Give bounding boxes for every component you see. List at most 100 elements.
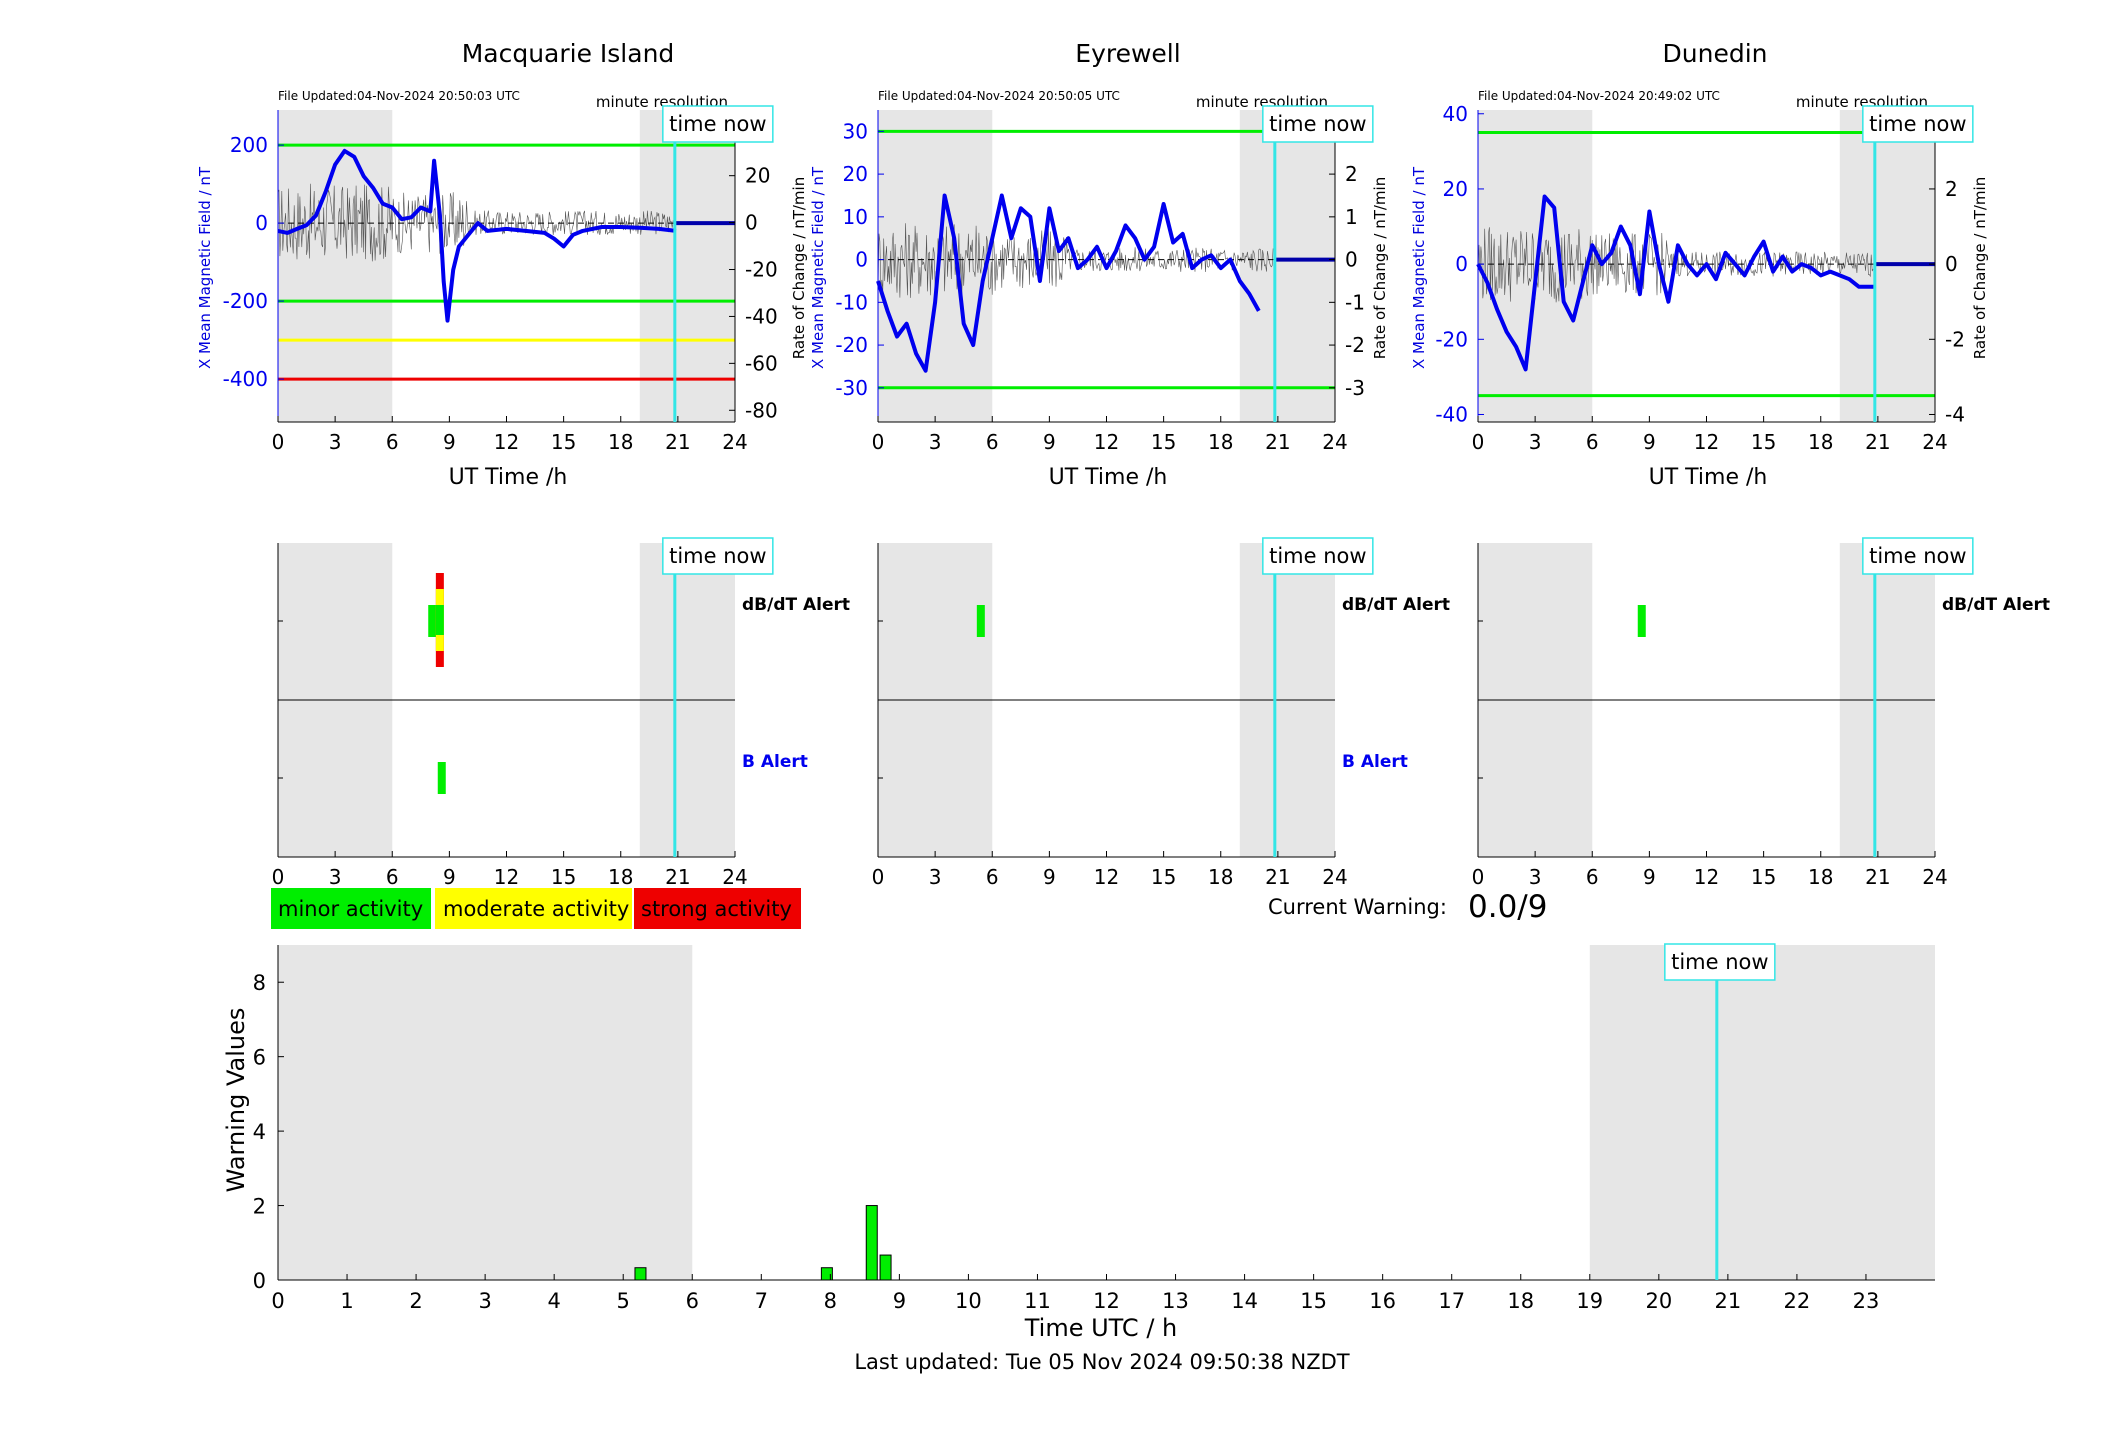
ytick-right-label-eyrewell: -1	[1345, 290, 1365, 314]
dbdt-alert-label-dunedin: dB/dT Alert	[1942, 595, 2050, 615]
xtick-label-dunedin: 9	[1643, 430, 1656, 454]
xlabel-macquarie: UT Time /h	[449, 465, 568, 490]
xtick-label-eyrewell: 15	[1151, 430, 1176, 454]
ytick-left-label-eyrewell: 30	[843, 119, 868, 143]
xtick-label-macquarie: 18	[608, 430, 633, 454]
alert-xtick-label-macquarie: 18	[608, 865, 633, 889]
warning-ytick-label: 6	[253, 1046, 266, 1070]
alert-xtick-label-dunedin: 15	[1751, 865, 1776, 889]
ytick-left-label-dunedin: 40	[1443, 102, 1468, 126]
station-title-eyrewell: Eyrewell	[1075, 39, 1180, 68]
warning-xlabel: Time UTC / h	[1024, 1314, 1178, 1342]
station-title-macquarie: Macquarie Island	[462, 39, 675, 68]
ytick-left-label-eyrewell: -20	[835, 333, 868, 357]
current-warning-value: 0.0/9	[1468, 889, 1547, 925]
alert-xtick-label-dunedin: 6	[1586, 865, 1599, 889]
ytick-right-label-eyrewell: -2	[1345, 333, 1365, 357]
xtick-label-dunedin: 18	[1808, 430, 1833, 454]
warning-xtick-label: 3	[478, 1289, 491, 1313]
night-shade-macquarie	[278, 110, 393, 422]
alert-xtick-label-dunedin: 18	[1808, 865, 1833, 889]
ylabel-left-dunedin: X Mean Magnetic Field / nT	[1410, 166, 1428, 369]
alert-xtick-label-eyrewell: 24	[1322, 865, 1347, 889]
current-warning-label: Current Warning:	[1268, 895, 1447, 919]
xtick-label-dunedin: 21	[1865, 430, 1890, 454]
station-title-dunedin: Dunedin	[1663, 39, 1768, 68]
b-alert-bar-minor	[437, 762, 446, 794]
ytick-right-label-dunedin: -2	[1945, 327, 1965, 351]
alert-xtick-label-macquarie: 12	[494, 865, 519, 889]
ytick-right-label-dunedin: -4	[1945, 402, 1965, 426]
warning-xtick-label: 12	[1093, 1289, 1120, 1313]
legend-minor-swatch	[271, 888, 431, 929]
warning-xtick-label: 16	[1369, 1289, 1396, 1313]
ytick-left-label-eyrewell: -10	[835, 290, 868, 314]
time-now-box-alert-dunedin	[1862, 537, 1974, 575]
time-now-label-alert-eyrewell: time now	[1269, 544, 1366, 568]
plot-layer: -400-2000200-80-60-40-200204003691215182…	[223, 102, 1974, 1313]
dbdt-alert-bar-minor	[428, 605, 437, 637]
alert-xtick-label-dunedin: 12	[1694, 865, 1719, 889]
file-updated-macquarie: File Updated:04-Nov-2024 20:50:03 UTC	[278, 89, 520, 103]
alert-xtick-label-dunedin: 0	[1472, 865, 1485, 889]
warning-xtick-label: 6	[686, 1289, 699, 1313]
warning-xtick-label: 0	[271, 1289, 284, 1313]
time-now-box-alert-eyrewell	[1262, 537, 1374, 575]
time-now-label-alert-macquarie: time now	[669, 544, 766, 568]
warning-xtick-label: 10	[955, 1289, 982, 1313]
xtick-label-dunedin: 15	[1751, 430, 1776, 454]
alert-xtick-label-eyrewell: 0	[872, 865, 885, 889]
ylabel-right-eyrewell: Rate of Change / nT/min	[1371, 177, 1389, 359]
xtick-label-eyrewell: 6	[986, 430, 999, 454]
alert-xtick-label-eyrewell: 18	[1208, 865, 1233, 889]
ytick-right-label-macquarie: 0	[745, 211, 758, 235]
xtick-label-dunedin: 3	[1529, 430, 1542, 454]
rate-of-change-trace-macquarie	[277, 183, 674, 262]
legend-moderate-label: moderate activity	[443, 897, 629, 921]
ylabel-right-macquarie: Rate of Change / nT/min	[790, 177, 808, 359]
alert-xtick-label-eyrewell: 15	[1151, 865, 1176, 889]
ytick-right-label-eyrewell: 0	[1345, 248, 1358, 272]
warning-xtick-label: 19	[1576, 1289, 1603, 1313]
warning-xtick-label: 2	[409, 1289, 422, 1313]
ytick-right-label-dunedin: 0	[1945, 252, 1958, 276]
xtick-label-macquarie: 15	[551, 430, 576, 454]
file-updated-dunedin: File Updated:04-Nov-2024 20:49:02 UTC	[1478, 89, 1720, 103]
alert-xtick-label-macquarie: 6	[386, 865, 399, 889]
ytick-left-label-eyrewell: -30	[835, 376, 868, 400]
warning-ylabel: Warning Values	[222, 1008, 250, 1193]
time-now-label-macquarie: time now	[669, 112, 766, 136]
alert-xtick-label-macquarie: 0	[272, 865, 285, 889]
warning-ytick-label: 2	[253, 1195, 266, 1219]
xtick-label-eyrewell: 12	[1094, 430, 1119, 454]
alert-panel-macquarie: 0 3 6 9 12 15 18 21 24 time now	[272, 537, 774, 889]
warning-xtick-label: 4	[547, 1289, 560, 1313]
ytick-right-label-dunedin: 2	[1945, 177, 1958, 201]
warning-xtick-label: 8	[824, 1289, 837, 1313]
xtick-label-eyrewell: 18	[1208, 430, 1233, 454]
warning-xtick-label: 15	[1300, 1289, 1327, 1313]
warning-xtick-label: 9	[893, 1289, 906, 1313]
xtick-label-dunedin: 0	[1472, 430, 1485, 454]
ytick-left-label-dunedin: 20	[1443, 177, 1468, 201]
xlabel-dunedin: UT Time /h	[1649, 465, 1768, 490]
time-now-box-dunedin	[1862, 105, 1974, 143]
warning-bar	[634, 1267, 647, 1281]
warning-ytick-label: 4	[253, 1120, 266, 1144]
warning-bar	[879, 1254, 892, 1281]
dbdt-alert-bar-minor	[435, 605, 444, 635]
ytick-right-label-eyrewell: 2	[1345, 162, 1358, 186]
ytick-right-label-eyrewell: -3	[1345, 376, 1365, 400]
field-panel-macquarie: -400-2000200-80-60-40-200204003691215182…	[223, 105, 778, 454]
warning-ytick-label: 8	[253, 971, 266, 995]
xtick-label-macquarie: 12	[494, 430, 519, 454]
alert-xtick-label-dunedin: 21	[1865, 865, 1890, 889]
ytick-left-label-macquarie: 0	[255, 211, 268, 235]
b-alert-label-eyrewell: B Alert	[1342, 752, 1408, 772]
ytick-left-label-eyrewell: 0	[855, 248, 868, 272]
warning-night-shade	[278, 945, 693, 1280]
alert-xtick-label-eyrewell: 9	[1043, 865, 1056, 889]
alert-xtick-label-eyrewell: 12	[1094, 865, 1119, 889]
